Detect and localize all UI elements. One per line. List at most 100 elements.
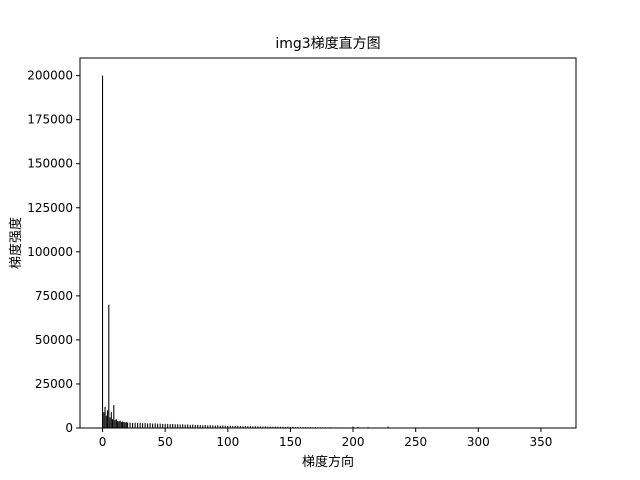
histogram-bar <box>254 426 256 428</box>
histogram-bar <box>234 426 236 428</box>
histogram-bar <box>279 426 281 428</box>
plot-frame <box>79 57 577 429</box>
histogram-bar <box>187 424 189 428</box>
histogram-bar <box>204 425 206 428</box>
histogram-bar <box>109 417 111 428</box>
histogram-bar <box>113 405 115 428</box>
y-tick-label: 25000 <box>35 377 73 391</box>
histogram-bar <box>124 422 126 428</box>
histogram-bar <box>137 423 139 428</box>
histogram-bar <box>289 426 291 428</box>
x-tick-label: 50 <box>158 435 173 449</box>
x-axis-label: 梯度方向 <box>302 454 354 470</box>
x-tick-label: 250 <box>404 435 427 449</box>
histogram-bar <box>132 422 134 428</box>
histogram-bar <box>284 426 286 428</box>
histogram-bar <box>167 423 169 428</box>
histogram-bar <box>257 426 259 428</box>
histogram-bar <box>242 426 244 428</box>
histogram-bar <box>224 425 226 428</box>
histogram-bar <box>239 426 241 428</box>
y-tick-label: 150000 <box>27 157 73 171</box>
histogram-bar <box>154 423 156 428</box>
histogram-bar <box>237 425 239 428</box>
histogram-bar <box>159 423 161 428</box>
histogram-bar <box>162 423 164 428</box>
histogram-bar <box>118 421 120 428</box>
histogram-bar <box>182 424 184 428</box>
histogram-bar <box>272 426 274 428</box>
histogram-bar <box>387 426 389 428</box>
histogram-bar <box>247 426 249 428</box>
histogram-bar <box>174 424 176 428</box>
histogram-bar <box>252 426 254 428</box>
bars-group <box>102 75 389 428</box>
histogram-bar <box>212 425 214 428</box>
histogram-bar <box>217 425 219 428</box>
y-tick-label: 0 <box>65 421 73 435</box>
histogram-bar <box>232 425 234 428</box>
histogram-bar <box>267 426 269 428</box>
x-tick-label: 150 <box>279 435 302 449</box>
histogram-bar <box>164 423 166 428</box>
histogram-bar <box>103 412 105 428</box>
y-tick-label: 50000 <box>35 333 73 347</box>
histogram-bar <box>227 425 229 428</box>
y-tick-label: 100000 <box>27 245 73 259</box>
histogram-bar <box>115 419 117 428</box>
histogram-bar <box>110 412 112 428</box>
histogram-bar <box>123 422 125 428</box>
histogram-bar <box>194 425 196 428</box>
histogram-bar <box>107 410 109 428</box>
y-axis-ticks: 0 25000 50000 75000 100000 125000 150000 175000… <box>27 69 80 435</box>
histogram-bar <box>222 425 224 428</box>
histogram-bar <box>207 425 209 428</box>
histogram-bar <box>149 423 151 428</box>
histogram-bar <box>229 425 231 428</box>
histogram-bar <box>122 421 124 428</box>
y-tick-label: 125000 <box>27 201 73 215</box>
histogram-bar <box>114 420 116 428</box>
histogram-bar <box>169 424 171 428</box>
histogram-bar <box>125 422 127 428</box>
histogram-bar <box>269 426 271 428</box>
histogram-bar <box>259 426 261 428</box>
histogram-bar <box>209 425 211 428</box>
y-tick-label: 75000 <box>35 289 73 303</box>
x-tick-label: 350 <box>529 435 552 449</box>
histogram-bar <box>249 426 251 428</box>
y-axis-label: 梯度强度 <box>8 217 24 269</box>
histogram-bar <box>104 406 106 428</box>
histogram-bar <box>287 426 289 428</box>
histogram-bar <box>352 426 354 428</box>
histogram-bar <box>192 424 194 428</box>
y-tick-label: 200000 <box>27 69 73 83</box>
histogram-bar <box>277 426 279 428</box>
histogram-bar <box>214 425 216 428</box>
histogram-bar <box>112 419 114 428</box>
histogram-bar <box>119 420 121 428</box>
histogram-bar <box>274 426 276 428</box>
histogram-bar <box>142 423 144 428</box>
histogram-bar <box>189 424 191 428</box>
histogram-bar <box>120 421 122 428</box>
histogram-bar <box>262 426 264 428</box>
histogram-bar <box>139 422 141 428</box>
histogram-bar <box>199 425 201 428</box>
histogram-bar <box>147 423 149 428</box>
histogram-bar <box>184 424 186 428</box>
histogram-bar <box>244 426 246 428</box>
x-tick-label: 0 <box>99 435 107 449</box>
histogram-bar <box>282 426 284 428</box>
histogram-bar <box>105 415 107 428</box>
histogram-bar <box>157 423 159 428</box>
histogram-bar <box>134 422 136 428</box>
histogram-bar <box>202 425 204 428</box>
histogram-bar <box>357 426 359 428</box>
histogram-bar <box>108 304 110 428</box>
histogram-bar <box>219 425 221 428</box>
x-tick-label: 100 <box>216 435 239 449</box>
histogram-bar <box>179 424 181 428</box>
histogram-bar <box>292 426 294 428</box>
